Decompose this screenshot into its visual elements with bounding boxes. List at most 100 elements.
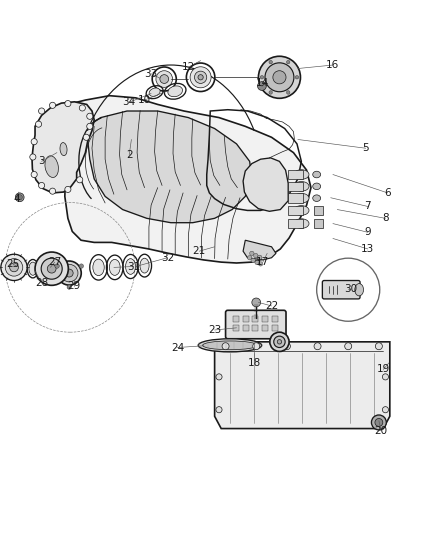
Circle shape [375, 418, 383, 426]
Circle shape [260, 76, 264, 79]
Text: 25: 25 [7, 260, 20, 269]
Bar [314, 206, 323, 215]
Circle shape [382, 374, 389, 380]
Circle shape [87, 123, 93, 130]
Bar [288, 193, 303, 203]
Text: 20: 20 [374, 426, 388, 436]
Bar [288, 182, 303, 191]
Text: 17: 17 [256, 257, 269, 267]
Polygon shape [32, 102, 94, 193]
Bar [288, 206, 303, 215]
Circle shape [314, 343, 321, 350]
Ellipse shape [313, 183, 321, 190]
Circle shape [251, 258, 255, 263]
Text: 7: 7 [364, 201, 371, 212]
Circle shape [87, 113, 93, 119]
Bar [272, 325, 278, 332]
Bar [288, 169, 303, 179]
Text: 13: 13 [361, 244, 374, 254]
Circle shape [283, 343, 290, 350]
Circle shape [250, 251, 254, 255]
Circle shape [252, 298, 261, 307]
Text: 24: 24 [171, 343, 184, 352]
Ellipse shape [57, 261, 81, 285]
Circle shape [39, 182, 45, 189]
Text: 14: 14 [256, 77, 269, 87]
Bar [272, 316, 278, 322]
Bar [252, 325, 258, 332]
Circle shape [345, 343, 352, 350]
Bar [233, 316, 239, 322]
Circle shape [274, 336, 285, 348]
Polygon shape [215, 342, 390, 429]
Text: 30: 30 [344, 284, 357, 294]
Circle shape [31, 139, 37, 145]
Circle shape [258, 56, 300, 98]
FancyBboxPatch shape [226, 310, 286, 339]
Ellipse shape [60, 264, 78, 282]
Text: 2: 2 [126, 150, 133, 160]
Circle shape [270, 332, 289, 351]
Text: 29: 29 [67, 281, 80, 291]
Ellipse shape [93, 259, 104, 276]
Ellipse shape [313, 171, 321, 178]
Text: 19: 19 [377, 365, 390, 374]
Circle shape [77, 177, 83, 183]
Ellipse shape [355, 284, 364, 296]
Circle shape [15, 193, 24, 201]
Text: 4: 4 [13, 193, 20, 204]
Ellipse shape [60, 142, 67, 156]
Circle shape [79, 264, 84, 268]
Circle shape [258, 82, 266, 91]
Circle shape [17, 195, 22, 200]
Text: 22: 22 [265, 301, 278, 311]
Circle shape [55, 264, 59, 268]
Text: 32: 32 [161, 253, 174, 263]
Text: 31: 31 [127, 262, 140, 271]
Text: 21: 21 [193, 246, 206, 256]
Circle shape [269, 91, 272, 94]
Ellipse shape [293, 169, 309, 179]
Bar [262, 325, 268, 332]
Circle shape [5, 259, 23, 276]
Circle shape [49, 102, 56, 108]
Text: 18: 18 [247, 358, 261, 368]
Ellipse shape [29, 262, 37, 275]
Circle shape [35, 121, 42, 127]
Text: 3: 3 [38, 156, 45, 166]
Ellipse shape [313, 195, 321, 201]
Bar [233, 325, 239, 332]
Text: 27: 27 [48, 257, 61, 267]
Circle shape [1, 254, 27, 280]
Text: 5: 5 [362, 143, 369, 154]
Circle shape [247, 255, 252, 260]
Circle shape [258, 255, 262, 260]
Circle shape [273, 71, 286, 84]
Ellipse shape [293, 182, 309, 191]
FancyBboxPatch shape [322, 280, 360, 299]
Circle shape [277, 340, 282, 344]
Bar [243, 325, 249, 332]
Circle shape [286, 91, 290, 94]
Text: 8: 8 [382, 213, 389, 223]
Text: 12: 12 [182, 62, 195, 72]
Circle shape [295, 76, 299, 79]
Circle shape [30, 154, 36, 160]
Circle shape [258, 262, 263, 266]
Circle shape [49, 188, 56, 194]
Ellipse shape [156, 71, 173, 87]
Ellipse shape [149, 88, 160, 96]
Bar [243, 316, 249, 322]
Text: 28: 28 [35, 278, 48, 288]
Circle shape [31, 172, 37, 177]
Ellipse shape [198, 339, 262, 352]
Circle shape [286, 60, 290, 64]
Ellipse shape [168, 86, 183, 96]
Ellipse shape [160, 75, 169, 84]
Circle shape [269, 60, 272, 64]
Circle shape [35, 252, 68, 285]
Ellipse shape [45, 156, 58, 177]
Ellipse shape [126, 259, 135, 274]
Text: 16: 16 [326, 60, 339, 70]
Text: 10: 10 [138, 95, 151, 105]
